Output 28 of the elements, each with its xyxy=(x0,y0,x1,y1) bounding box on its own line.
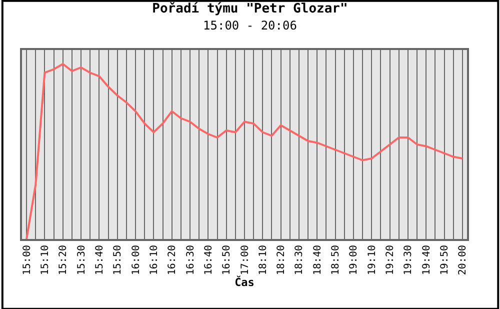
x-tick-label: 19:10 xyxy=(366,245,378,276)
chart-title: Pořadí týmu "Petr Glozar" xyxy=(152,1,348,16)
x-tick-label: 18:20 xyxy=(276,245,288,276)
chart-subtitle: 15:00 - 20:06 xyxy=(203,18,297,32)
x-tick-label: 16:20 xyxy=(167,245,178,276)
x-tick-label: 19:40 xyxy=(421,245,432,276)
x-tick-label: 19:20 xyxy=(385,245,396,276)
x-tick-label: 15:10 xyxy=(40,245,51,276)
x-tick-label: 15:30 xyxy=(76,245,88,276)
x-tick-label: 19:30 xyxy=(403,245,414,276)
x-tick-label: 15:00 xyxy=(22,245,33,276)
x-tick-label: 18:40 xyxy=(312,245,324,276)
x-tick-label: 16:40 xyxy=(203,245,214,276)
x-tick-label: 15:50 xyxy=(112,245,124,276)
x-tick-label: 18:50 xyxy=(330,245,342,276)
x-tick-label: 19:00 xyxy=(348,245,360,276)
x-tick-label: 18:10 xyxy=(258,245,269,276)
x-tick-label: 16:50 xyxy=(222,245,233,276)
x-tick-label: 16:10 xyxy=(148,245,160,276)
x-tick-label: 15:20 xyxy=(58,245,70,276)
x-tick-label: 19:50 xyxy=(440,245,451,276)
x-tick-label: 20:00 xyxy=(458,245,469,276)
x-tick-label: 16:30 xyxy=(185,245,196,276)
x-tick-label: 18:30 xyxy=(294,245,306,276)
x-tick-label: 17:00 xyxy=(240,245,251,276)
x-tick-label: 15:40 xyxy=(94,245,106,276)
x-axis-title: Čas xyxy=(234,275,254,290)
x-tick-label: 16:00 xyxy=(130,245,142,276)
